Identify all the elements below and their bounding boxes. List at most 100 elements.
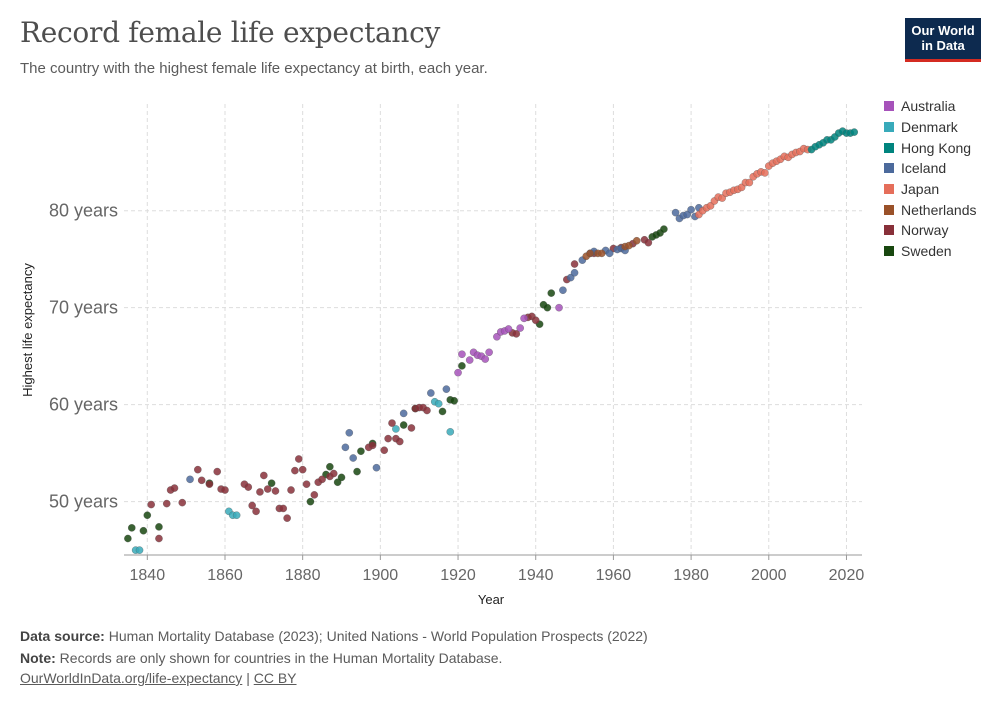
legend-item-sweden[interactable]: Sweden <box>884 241 977 262</box>
data-point-hong-kong[interactable] <box>850 128 859 136</box>
data-point-norway[interactable] <box>512 330 521 338</box>
data-point-japan[interactable] <box>745 178 754 187</box>
legend-item-denmark[interactable]: Denmark <box>884 117 977 138</box>
data-point-norway[interactable] <box>248 501 257 510</box>
data-point-norway[interactable] <box>263 485 272 493</box>
data-point-iceland[interactable] <box>372 463 381 472</box>
data-point-norway[interactable] <box>193 465 202 474</box>
data-point-norway[interactable] <box>221 486 229 494</box>
data-point-sweden[interactable] <box>660 225 668 233</box>
data-point-norway[interactable] <box>291 466 299 475</box>
data-point-iceland[interactable] <box>559 286 567 295</box>
data-point-norway[interactable] <box>294 455 303 463</box>
data-point-norway[interactable] <box>244 483 253 491</box>
data-point-sweden[interactable] <box>353 467 361 476</box>
data-point-denmark[interactable] <box>135 546 144 555</box>
data-point-australia[interactable] <box>520 314 528 323</box>
data-point-norway[interactable] <box>271 487 280 495</box>
data-point-denmark[interactable] <box>434 399 443 408</box>
data-point-australia[interactable] <box>465 356 474 364</box>
data-point-norway[interactable] <box>395 437 404 446</box>
data-point-norway[interactable] <box>298 465 307 474</box>
data-point-iceland[interactable] <box>349 454 358 462</box>
data-point-norway[interactable] <box>329 469 338 478</box>
life-expectancy-link[interactable]: OurWorldInData.org/life-expectancy <box>20 670 243 686</box>
data-point-norway[interactable] <box>213 467 222 476</box>
data-point-norway[interactable] <box>259 471 268 480</box>
data-point-iceland[interactable] <box>427 389 435 397</box>
data-point-australia[interactable] <box>454 368 462 377</box>
data-point-norway[interactable] <box>178 498 187 507</box>
data-point-norway[interactable] <box>256 488 264 496</box>
legend-item-australia[interactable]: Australia <box>884 96 977 117</box>
data-point-denmark[interactable] <box>392 425 400 433</box>
data-point-japan[interactable] <box>761 169 769 177</box>
data-point-iceland[interactable] <box>570 268 579 277</box>
data-point-norway[interactable] <box>155 534 163 543</box>
data-point-sweden[interactable] <box>450 396 459 405</box>
data-point-netherlands[interactable] <box>586 249 594 258</box>
data-point-denmark[interactable] <box>232 511 241 520</box>
legend-item-netherlands[interactable]: Netherlands <box>884 199 977 220</box>
data-point-iceland[interactable] <box>341 443 350 452</box>
data-point-sweden[interactable] <box>543 303 552 312</box>
legend-item-hong-kong[interactable]: Hong Kong <box>884 137 977 158</box>
data-point-sweden[interactable] <box>267 479 276 488</box>
data-point-norway[interactable] <box>283 514 291 522</box>
data-point-norway[interactable] <box>407 424 416 432</box>
data-point-norway[interactable] <box>162 499 171 508</box>
data-point-norway[interactable] <box>368 441 377 450</box>
data-point-sweden[interactable] <box>139 526 148 535</box>
data-point-iceland[interactable] <box>687 205 695 214</box>
data-point-sweden[interactable] <box>143 511 152 520</box>
data-point-sweden[interactable] <box>326 462 334 471</box>
data-point-norway[interactable] <box>388 419 396 427</box>
data-point-norway[interactable] <box>423 406 431 415</box>
data-point-australia[interactable] <box>458 350 466 359</box>
data-point-norway[interactable] <box>531 316 540 325</box>
data-point-norway[interactable] <box>644 238 653 247</box>
data-point-sweden[interactable] <box>306 497 315 506</box>
data-point-australia[interactable] <box>516 324 525 332</box>
data-point-norway[interactable] <box>197 476 206 485</box>
license-link[interactable]: CC BY <box>253 670 297 686</box>
data-point-netherlands[interactable] <box>625 241 633 250</box>
data-point-sweden[interactable] <box>458 362 466 370</box>
data-point-norway[interactable] <box>147 500 156 509</box>
data-point-netherlands[interactable] <box>597 249 606 258</box>
data-point-norway[interactable] <box>384 434 392 443</box>
data-point-norway[interactable] <box>205 480 214 489</box>
legend-item-iceland[interactable]: Iceland <box>884 158 977 179</box>
data-point-denmark[interactable] <box>446 427 455 436</box>
data-point-norway[interactable] <box>380 446 389 455</box>
data-point-sweden[interactable] <box>357 447 365 456</box>
data-point-norway[interactable] <box>318 475 326 484</box>
data-point-australia[interactable] <box>485 348 493 357</box>
data-point-sweden[interactable] <box>399 421 408 429</box>
data-point-norway[interactable] <box>170 484 179 492</box>
legend-item-japan[interactable]: Japan <box>884 179 977 200</box>
data-point-iceland[interactable] <box>186 475 194 484</box>
data-point-sweden[interactable] <box>438 407 447 416</box>
data-point-iceland[interactable] <box>605 249 614 258</box>
data-point-norway[interactable] <box>279 504 288 513</box>
data-point-sweden[interactable] <box>155 523 163 531</box>
data-point-australia[interactable] <box>504 325 513 333</box>
data-point-iceland[interactable] <box>399 409 408 418</box>
data-point-norway[interactable] <box>302 480 311 489</box>
data-point-netherlands[interactable] <box>632 236 641 245</box>
data-point-norway[interactable] <box>287 486 295 494</box>
data-point-australia[interactable] <box>555 303 563 312</box>
data-point-norway[interactable] <box>310 491 319 499</box>
legend-item-norway[interactable]: Norway <box>884 220 977 241</box>
data-point-iceland[interactable] <box>442 385 451 393</box>
data-point-sweden[interactable] <box>124 534 132 543</box>
data-point-norway[interactable] <box>252 507 260 516</box>
data-point-sweden[interactable] <box>337 473 346 482</box>
data-point-iceland[interactable] <box>345 428 354 437</box>
data-point-norway[interactable] <box>570 260 579 268</box>
owid-logo[interactable]: Our World in Data <box>905 18 981 62</box>
data-point-iceland[interactable] <box>671 208 680 217</box>
data-point-sweden[interactable] <box>127 523 136 532</box>
data-point-australia[interactable] <box>481 355 490 363</box>
